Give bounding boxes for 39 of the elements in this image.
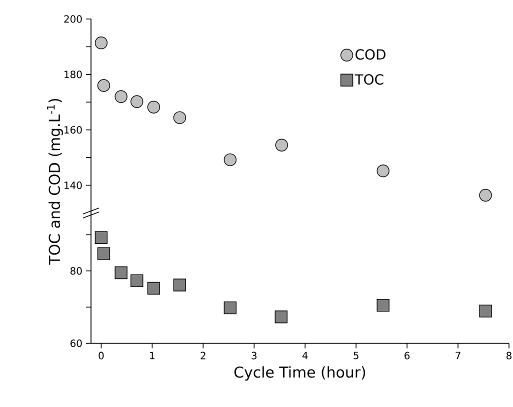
point bbox=[147, 100, 160, 114]
point bbox=[97, 247, 110, 260]
legend-label: COD bbox=[356, 49, 386, 60]
y-axis-title: TOC and COD (mg.L$^{-1}$) bbox=[47, 98, 63, 265]
y-tick-label: 60 bbox=[70, 340, 82, 348]
point bbox=[147, 282, 160, 295]
x-tick-label: 4 bbox=[302, 352, 308, 360]
point bbox=[130, 95, 144, 108]
point bbox=[173, 111, 186, 124]
y-tick-label: 140 bbox=[64, 182, 82, 190]
point bbox=[479, 188, 492, 202]
point bbox=[275, 138, 288, 152]
y-tick-label: 200 bbox=[64, 15, 82, 23]
point bbox=[224, 301, 237, 314]
y-tick-label: 160 bbox=[64, 126, 82, 134]
point bbox=[224, 153, 237, 166]
point bbox=[130, 274, 144, 288]
point bbox=[97, 79, 110, 92]
x-tick-label: 2 bbox=[200, 352, 206, 360]
point bbox=[114, 266, 128, 280]
point bbox=[94, 36, 108, 50]
x-tick-label: 0 bbox=[98, 352, 104, 360]
x-tick-label: 1 bbox=[150, 352, 154, 360]
y-tick-label: 180 bbox=[64, 70, 82, 78]
x-tick-label: 7 bbox=[456, 352, 460, 360]
x-tick-label: 3 bbox=[252, 352, 256, 360]
x-axis-title: Cycle Time (hour) bbox=[234, 366, 366, 381]
point bbox=[376, 298, 390, 312]
point bbox=[376, 164, 390, 178]
point bbox=[173, 278, 186, 292]
x-tick-label: 8 bbox=[506, 352, 512, 360]
point bbox=[94, 231, 108, 244]
y-tick-label: 80 bbox=[70, 267, 82, 275]
x-tick-label: 6 bbox=[404, 352, 410, 360]
point bbox=[114, 90, 128, 103]
point bbox=[479, 304, 492, 318]
legend-label: TOC bbox=[354, 74, 384, 85]
x-tick-label: 5 bbox=[354, 352, 358, 360]
point bbox=[274, 310, 288, 324]
